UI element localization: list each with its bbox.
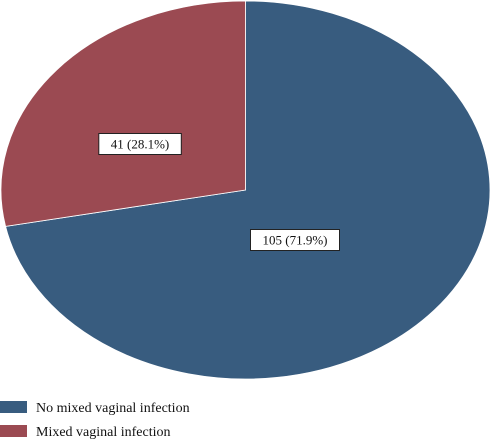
legend-entry-2: Mixed vaginal infection [0,425,171,440]
legend-label-1: No mixed vaginal infection [36,401,190,416]
pie-slice-2 [0,0,246,227]
legend: No mixed vaginal infection Mixed vaginal … [0,401,190,440]
legend-entry-1: No mixed vaginal infection [0,401,190,416]
pie-slice-1 [5,0,491,380]
pie-data-labels: 105 (71.9%) 41 (28.1%) [98,133,340,251]
data-label-box-2 [98,133,182,155]
data-label-text-2: 41 (28.1%) [111,137,170,152]
data-label-1: 105 (71.9%) [250,229,340,251]
data-label-box-1 [250,229,340,251]
data-label-2: 41 (28.1%) [98,133,182,155]
data-label-text-1: 105 (71.9%) [263,233,328,248]
legend-swatch-2 [0,425,27,437]
legend-swatch-1 [0,401,27,413]
pie-slices [0,0,491,380]
legend-label-2: Mixed vaginal infection [36,425,171,440]
